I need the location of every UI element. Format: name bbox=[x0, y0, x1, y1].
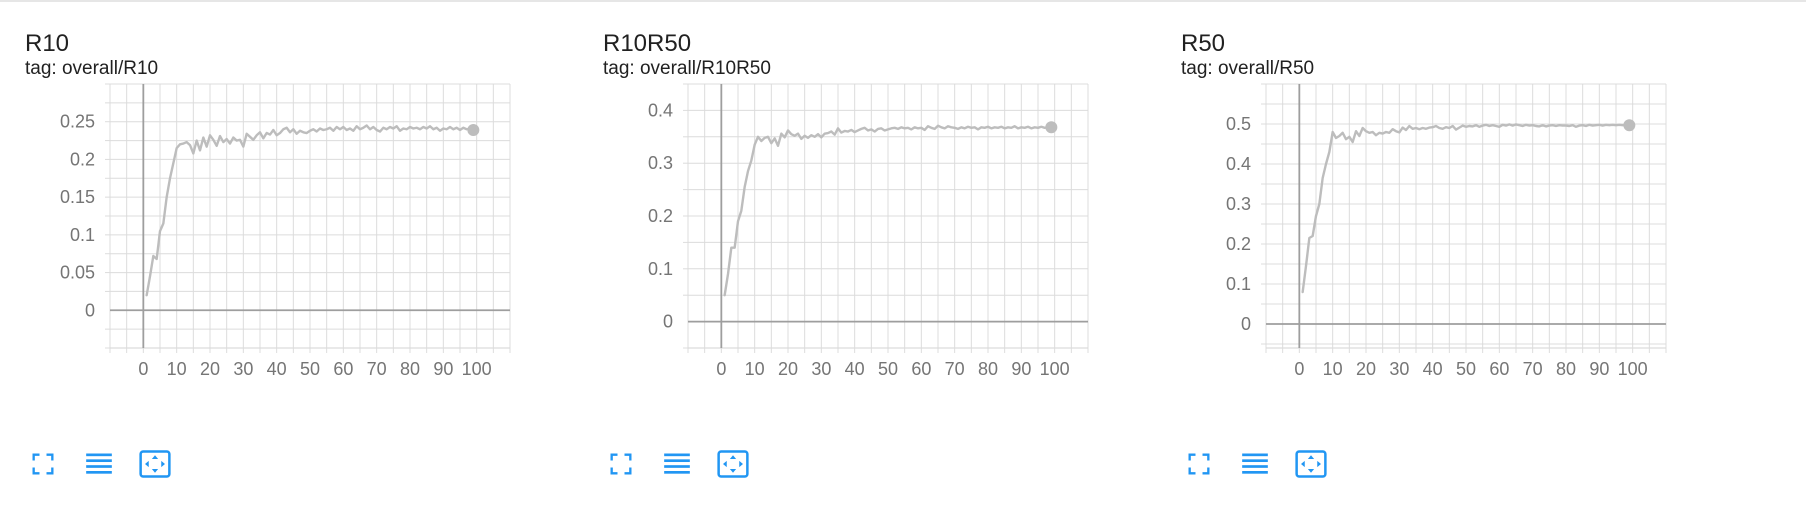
chart-plot[interactable]: 0 0.1 0.2 0.3 0.4 0 10 20 30 40 50 60 70 80 90 100 bbox=[578, 20, 1158, 510]
fullscreen-button[interactable] bbox=[25, 446, 61, 482]
fullscreen-button[interactable] bbox=[603, 446, 639, 482]
chart-plot[interactable]: 0 0.05 0.1 0.15 0.2 0.25 0 10 20 30 40 50 60 70 80 90 10… bbox=[0, 20, 580, 510]
x-tick-label: 50 bbox=[878, 359, 898, 379]
y-tick-label: 0.15 bbox=[60, 187, 95, 207]
toggle-y-log-button[interactable] bbox=[81, 446, 117, 482]
x-tick-label: 10 bbox=[745, 359, 765, 379]
y-tick-label: 0.1 bbox=[1226, 274, 1251, 294]
x-tick-label: 80 bbox=[1556, 359, 1576, 379]
y-tick-label: 0.3 bbox=[648, 153, 673, 173]
fullscreen-icon bbox=[610, 453, 632, 475]
chart-toolbar bbox=[603, 444, 751, 484]
toggle-y-log-icon bbox=[86, 453, 112, 474]
chart-toolbar bbox=[1181, 444, 1329, 484]
y-tick-label: 0.4 bbox=[1226, 154, 1251, 174]
x-tick-label: 40 bbox=[845, 359, 865, 379]
chart-card-r10r50: R10R50 tag: overall/R10R50 0 0.1 0.2 0.3 0.4… bbox=[578, 20, 1158, 510]
chart-toolbar bbox=[25, 444, 173, 484]
x-tick-label: 70 bbox=[1523, 359, 1543, 379]
y-tick-label: 0.05 bbox=[60, 263, 95, 283]
chart-plot[interactable]: 0 0.1 0.2 0.3 0.4 0.5 0 10 20 30 40 50 60 70 80 90 100 bbox=[1156, 20, 1736, 510]
x-tick-label: 100 bbox=[1618, 359, 1648, 379]
chart-tag: tag: overall/R10R50 bbox=[603, 58, 771, 79]
x-tick-label: 50 bbox=[1456, 359, 1476, 379]
x-tick-label: 70 bbox=[367, 359, 387, 379]
x-tick-label: 10 bbox=[1323, 359, 1343, 379]
y-tick-label: 0.5 bbox=[1226, 114, 1251, 134]
x-tick-label: 20 bbox=[1356, 359, 1376, 379]
chart-card-r10: R10 tag: overall/R10 0 0.05 0.1 0.15 0.2 0.25… bbox=[0, 20, 580, 510]
x-tick-label: 90 bbox=[433, 359, 453, 379]
toggle-y-log-icon bbox=[664, 453, 690, 474]
chart-title: R10R50 bbox=[603, 30, 692, 57]
toggle-y-log-icon bbox=[1242, 453, 1268, 474]
x-tick-label: 0 bbox=[1294, 359, 1304, 379]
x-tick-label: 60 bbox=[333, 359, 353, 379]
y-tick-label: 0.4 bbox=[648, 100, 673, 120]
y-tick-label: 0 bbox=[1241, 314, 1251, 334]
x-tick-label: 40 bbox=[1423, 359, 1443, 379]
fit-domain-icon bbox=[1295, 450, 1327, 478]
fullscreen-icon bbox=[32, 453, 54, 475]
x-tick-label: 90 bbox=[1589, 359, 1609, 379]
x-tick-label: 10 bbox=[167, 359, 187, 379]
series-line bbox=[145, 124, 475, 297]
x-tick-label: 30 bbox=[233, 359, 253, 379]
series-line bbox=[1301, 123, 1631, 294]
x-tick-label: 100 bbox=[462, 359, 492, 379]
y-tick-label: 0.3 bbox=[1226, 194, 1251, 214]
toggle-y-log-button[interactable] bbox=[1237, 446, 1273, 482]
x-tick-label: 50 bbox=[300, 359, 320, 379]
fullscreen-button[interactable] bbox=[1181, 446, 1217, 482]
chart-tag: tag: overall/R10 bbox=[25, 58, 159, 79]
x-tick-label: 0 bbox=[716, 359, 726, 379]
chart-tag: tag: overall/R50 bbox=[1181, 58, 1315, 79]
y-tick-label: 0.25 bbox=[60, 112, 95, 132]
x-tick-label: 30 bbox=[811, 359, 831, 379]
y-tick-label: 0.2 bbox=[70, 149, 95, 169]
y-tick-label: 0.1 bbox=[648, 259, 673, 279]
x-tick-label: 40 bbox=[267, 359, 287, 379]
fit-domain-button[interactable] bbox=[715, 446, 751, 482]
chart-title: R50 bbox=[1181, 30, 1226, 57]
series-last-point bbox=[467, 124, 480, 137]
x-tick-label: 20 bbox=[778, 359, 798, 379]
series-last-point bbox=[1623, 119, 1636, 132]
chart-title: R10 bbox=[25, 30, 70, 57]
fit-domain-button[interactable] bbox=[137, 446, 173, 482]
x-tick-label: 30 bbox=[1389, 359, 1409, 379]
toggle-y-log-button[interactable] bbox=[659, 446, 695, 482]
chart-card-r50: R50 tag: overall/R50 0 0.1 0.2 0.3 0.4 0.5 0 10… bbox=[1156, 20, 1736, 510]
y-tick-label: 0 bbox=[663, 312, 673, 332]
y-tick-label: 0.1 bbox=[70, 225, 95, 245]
x-tick-label: 70 bbox=[945, 359, 965, 379]
x-tick-label: 90 bbox=[1011, 359, 1031, 379]
fit-domain-icon bbox=[139, 450, 171, 478]
fit-domain-button[interactable] bbox=[1293, 446, 1329, 482]
x-tick-label: 60 bbox=[911, 359, 931, 379]
fit-domain-icon bbox=[717, 450, 749, 478]
x-tick-label: 60 bbox=[1489, 359, 1509, 379]
y-tick-label: 0.2 bbox=[1226, 234, 1251, 254]
x-tick-label: 80 bbox=[978, 359, 998, 379]
y-tick-label: 0 bbox=[85, 300, 95, 320]
series-last-point bbox=[1045, 121, 1058, 134]
series-line bbox=[723, 124, 1053, 297]
fullscreen-icon bbox=[1188, 453, 1210, 475]
y-tick-label: 0.2 bbox=[648, 206, 673, 226]
x-tick-label: 0 bbox=[138, 359, 148, 379]
x-tick-label: 80 bbox=[400, 359, 420, 379]
x-tick-label: 20 bbox=[200, 359, 220, 379]
top-divider bbox=[0, 0, 1806, 2]
x-tick-label: 100 bbox=[1040, 359, 1070, 379]
